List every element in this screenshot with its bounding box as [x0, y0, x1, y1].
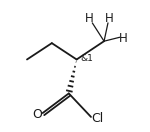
Text: &1: &1 [81, 54, 93, 63]
Text: O: O [33, 108, 42, 121]
Text: Cl: Cl [91, 112, 104, 125]
Text: H: H [119, 32, 128, 45]
Text: H: H [105, 13, 114, 25]
Text: H: H [85, 13, 94, 25]
